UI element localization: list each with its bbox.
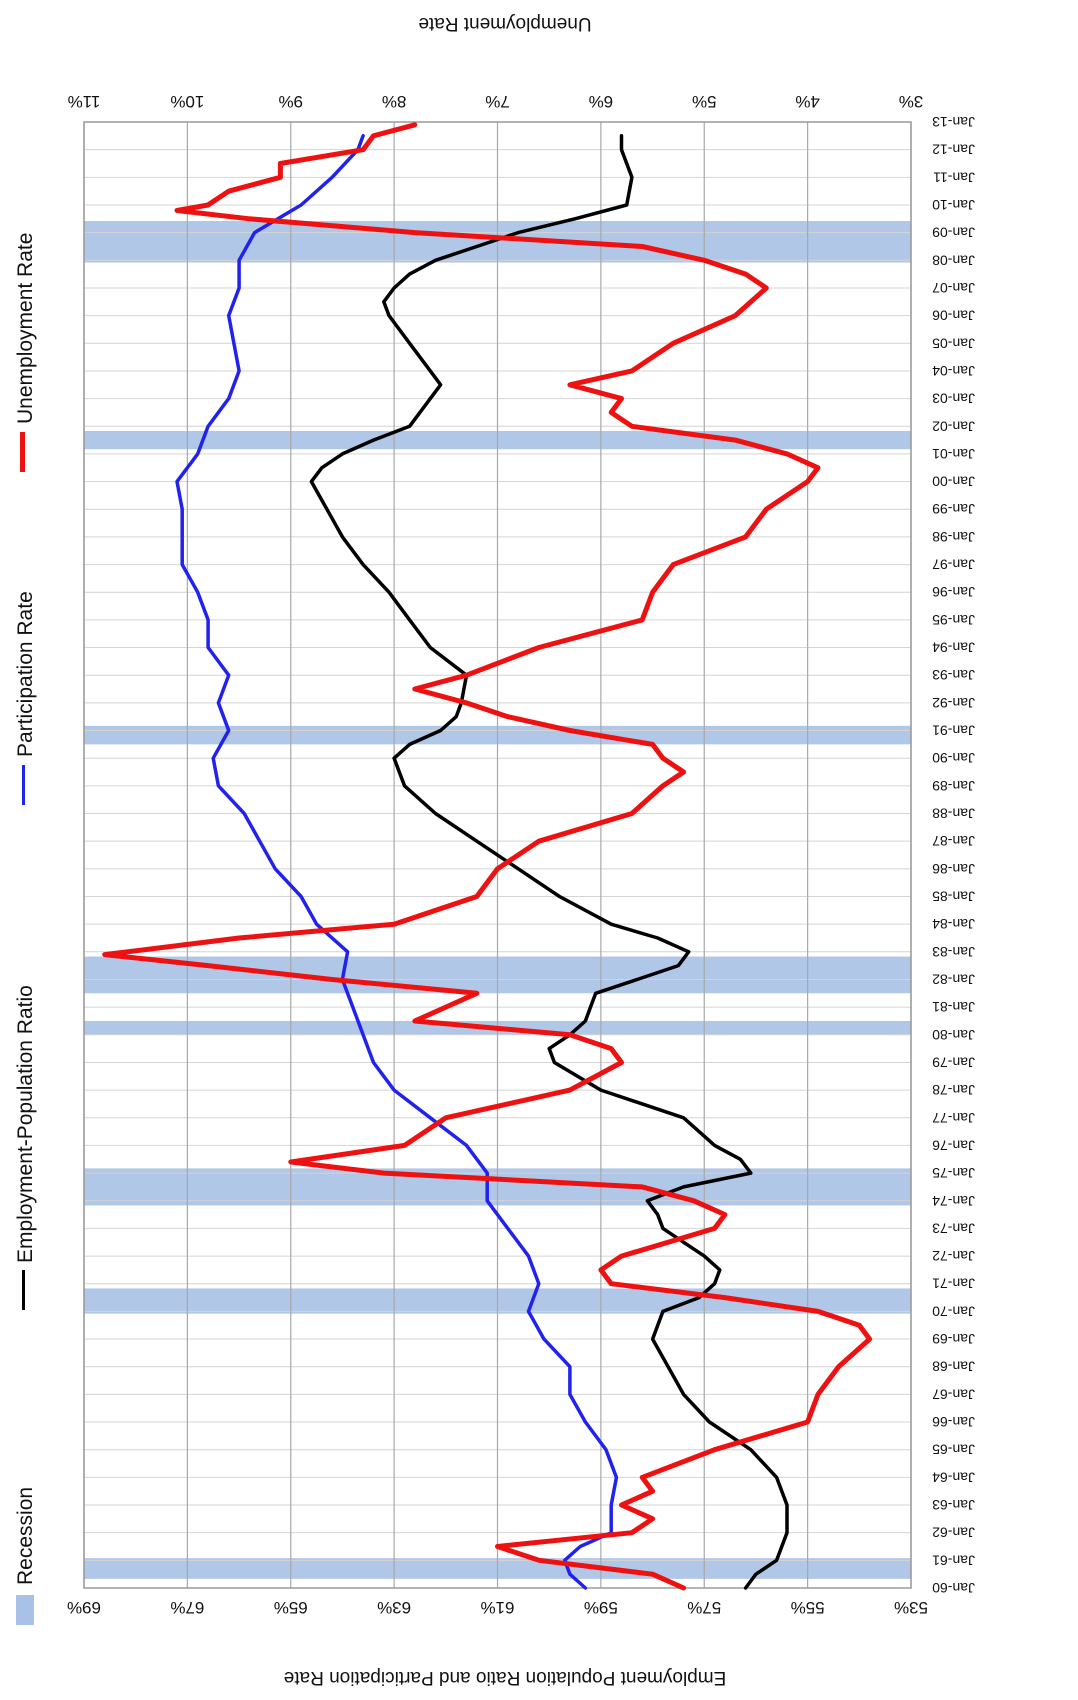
tick-labels: 53% 55% 57% 59% 61% 63% 65% 67% 69% 3% 4% 5% 6% 7% 8% 9…	[67, 92, 975, 1617]
legend-label-unemployment-rate: Unemployment Rate	[14, 233, 37, 424]
legend-item-unemployment-rate: Unemployment Rate	[14, 233, 37, 472]
date-tick-label: Jan-87	[932, 833, 975, 849]
legend-swatch-participation-rate	[22, 765, 25, 805]
date-tick-label: Jan-13	[932, 114, 975, 130]
date-tick-label: Jan-98	[932, 529, 975, 545]
date-tick-label: Jan-93	[932, 667, 975, 683]
right-axis-tick-label: 11%	[68, 92, 101, 111]
right-axis-tick-label: 7%	[485, 92, 510, 111]
series-lines	[102, 122, 873, 1591]
series-line-unemployment-rate	[102, 122, 873, 1591]
date-tick-label: Jan-05	[932, 335, 975, 351]
date-tick-label: Jan-71	[932, 1276, 975, 1292]
date-tick-label: Jan-07	[932, 280, 975, 296]
date-tick-label: Jan-06	[932, 308, 975, 324]
left-axis-title: Employment Population Ratio and Particip…	[284, 1667, 727, 1688]
date-tick-label: Jan-00	[932, 474, 975, 490]
legend: Recession Employment-Population Ratio Pa…	[14, 233, 37, 1625]
left-axis-tick-label: 57%	[687, 1598, 721, 1617]
date-tick-label: Jan-11	[933, 169, 975, 185]
date-tick-label: Jan-10	[932, 197, 975, 213]
date-tick-label: Jan-09	[932, 225, 975, 241]
date-tick-label: Jan-75	[932, 1165, 975, 1181]
left-axis-tick-label: 53%	[894, 1598, 928, 1617]
left-axis-tick-label: 67%	[170, 1598, 204, 1617]
legend-swatch-unemployment-rate	[20, 432, 25, 472]
right-axis-tick-label: 6%	[589, 92, 614, 111]
date-tick-label: Jan-94	[932, 640, 975, 656]
left-axis-tick-label: 55%	[791, 1598, 825, 1617]
date-tick-label: Jan-77	[932, 1110, 975, 1126]
date-tick-label: Jan-97	[932, 557, 975, 573]
date-tick-label: Jan-92	[932, 695, 975, 711]
right-axis-tick-label: 4%	[795, 92, 820, 111]
left-axis-tick-label: 61%	[480, 1598, 514, 1617]
date-tick-label: Jan-72	[932, 1248, 975, 1264]
date-tick-label: Jan-90	[932, 750, 975, 766]
right-axis-title: Unemployment Rate	[418, 13, 591, 34]
date-tick-label: Jan-60	[932, 1580, 975, 1596]
left-axis-tick-label: 59%	[584, 1598, 618, 1617]
legend-swatch-employment-population-ratio	[22, 1270, 25, 1310]
right-axis-tick-label: 3%	[899, 92, 924, 111]
date-tick-label: Jan-80	[932, 1027, 975, 1043]
date-tick-label: Jan-84	[932, 916, 975, 932]
legend-item-employment-population-ratio: Employment-Population Ratio	[14, 985, 37, 1310]
legend-label-participation-rate: Participation Rate	[14, 591, 37, 757]
right-axis-tick-label: 9%	[278, 92, 303, 111]
date-tick-label: Jan-82	[932, 971, 975, 987]
date-tick-label: Jan-04	[932, 363, 975, 379]
date-tick-label: Jan-12	[932, 142, 975, 158]
legend-item-recession: Recession	[14, 1487, 37, 1625]
date-tick-label: Jan-01	[932, 446, 975, 462]
legend-swatch-recession	[16, 1595, 34, 1625]
date-tick-label: Jan-69	[932, 1331, 975, 1347]
date-tick-label: Jan-73	[932, 1220, 975, 1236]
plot-border	[83, 121, 912, 1589]
date-tick-label: Jan-85	[932, 888, 975, 904]
left-axis-tick-label: 63%	[377, 1598, 411, 1617]
right-axis-tick-label: 8%	[382, 92, 407, 111]
right-axis-tick-label: 10%	[170, 92, 204, 111]
date-tick-label: Jan-67	[932, 1386, 975, 1402]
legend-label-recession: Recession	[14, 1487, 37, 1585]
date-tick-label: Jan-76	[932, 1137, 975, 1153]
legend-label-employment-population-ratio: Employment-Population Ratio	[14, 985, 37, 1263]
date-tick-label: Jan-64	[932, 1469, 975, 1485]
left-axis-tick-label: 65%	[274, 1598, 308, 1617]
series-line-participation-rate	[175, 134, 619, 1590]
date-tick-label: Jan-86	[932, 861, 975, 877]
date-tick-label: Jan-03	[932, 391, 975, 407]
date-tick-label: Jan-68	[932, 1359, 975, 1375]
right-axis-tick-label: 5%	[692, 92, 717, 111]
date-tick-label: Jan-91	[932, 723, 975, 739]
date-tick-label: Jan-66	[932, 1414, 975, 1430]
date-tick-label: Jan-95	[932, 612, 975, 628]
date-tick-label: Jan-89	[932, 778, 975, 794]
date-tick-label: Jan-79	[932, 1054, 975, 1070]
date-tick-label: Jan-88	[932, 806, 975, 822]
date-tick-label: Jan-83	[932, 944, 975, 960]
date-tick-label: Jan-96	[932, 584, 975, 600]
series-line-employment-population-ratio	[309, 134, 789, 1590]
date-tick-label: Jan-78	[932, 1082, 975, 1098]
date-tick-label: Jan-81	[932, 999, 975, 1015]
legend-item-participation-rate: Participation Rate	[14, 591, 37, 805]
date-tick-label: Jan-02	[932, 418, 975, 434]
date-tick-label: Jan-65	[932, 1442, 975, 1458]
date-tick-label: Jan-61	[932, 1552, 975, 1568]
date-tick-label: Jan-99	[932, 501, 975, 517]
date-tick-label: Jan-62	[932, 1525, 975, 1541]
date-tick-label: Jan-70	[932, 1303, 975, 1319]
date-tick-label: Jan-74	[932, 1193, 975, 1209]
date-tick-label: Jan-08	[932, 252, 975, 268]
left-axis-tick-label: 69%	[67, 1598, 101, 1617]
date-tick-label: Jan-63	[932, 1497, 975, 1513]
